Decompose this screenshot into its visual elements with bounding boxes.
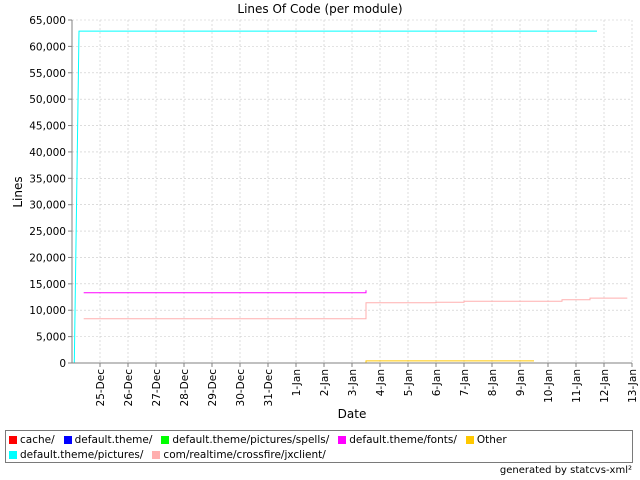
x-tick-label: 7-Jan: [459, 369, 471, 396]
x-tick-label: 13-Jan: [627, 369, 639, 403]
x-tick-label: 12-Jan: [599, 369, 611, 403]
axes: 0 5,000 10,000 15,000 20,000 25,000 30,000 35,0…: [29, 15, 639, 406]
chart-title: Lines Of Code (per module): [237, 2, 402, 16]
series-line: [73, 30, 597, 364]
x-tick-label: 8-Jan: [487, 369, 499, 396]
legend-item: Other: [465, 433, 507, 448]
y-tick-label: 45,000: [29, 121, 66, 133]
y-tick-label: 60,000: [29, 41, 66, 53]
y-tick-label: 65,000: [29, 15, 66, 27]
x-axis-label: Date: [338, 407, 367, 421]
chart: Lines Of Code (per module) 0 5,000 10,000 1…: [11, 2, 639, 421]
legend-item: default.theme/fonts/: [338, 433, 457, 448]
x-tick-label: 31-Dec: [263, 369, 275, 407]
y-tick-label: 10,000: [29, 305, 66, 317]
y-tick-label: 20,000: [29, 252, 66, 264]
legend-label: Other: [476, 434, 507, 446]
x-tick-label: 10-Jan: [543, 369, 555, 403]
y-tick-label: 50,000: [29, 94, 66, 106]
y-axis-label: Lines: [11, 176, 25, 207]
x-tick-label: 5-Jan: [403, 369, 415, 396]
x-tick-label: 6-Jan: [431, 369, 443, 396]
x-tick-label: 25-Dec: [95, 369, 107, 407]
legend-swatch: [152, 450, 161, 459]
x-tick-label: 11-Jan: [571, 369, 583, 403]
y-tick-label: 0: [59, 358, 66, 370]
plot-area: [72, 20, 632, 363]
y-tick-label: 40,000: [29, 147, 66, 159]
x-tick-label: 2-Jan: [319, 369, 331, 396]
series-line: [83, 290, 367, 294]
x-tick-label: 4-Jan: [375, 369, 387, 396]
legend-item: default.theme/pictures/: [9, 448, 143, 463]
x-tick-label: 3-Jan: [347, 369, 359, 396]
x-tick-label: 1-Jan: [291, 369, 303, 396]
y-tick-label: 25,000: [29, 226, 66, 238]
series-line: [83, 297, 628, 320]
legend-item: cache/: [9, 433, 55, 448]
y-tick-label: 35,000: [29, 173, 66, 185]
legend-label: default.theme/pictures/spells/: [172, 434, 330, 446]
legend-swatch: [161, 435, 170, 444]
y-tick-label: 5,000: [36, 332, 66, 344]
legend-item: com/realtime/crossfire/jxclient/: [152, 448, 326, 463]
legend: cache/default.theme/default.theme/pictur…: [5, 430, 633, 463]
legend-swatch: [465, 435, 474, 444]
legend-label: default.theme/fonts/: [349, 434, 457, 446]
y-tick-label: 55,000: [29, 68, 66, 80]
x-tick-label: 27-Dec: [151, 369, 163, 407]
grid: [72, 19, 633, 363]
x-tick-label: 30-Dec: [235, 369, 247, 407]
legend-swatch: [63, 435, 72, 444]
x-tick-label: 9-Jan: [515, 369, 527, 396]
legend-swatch: [9, 435, 17, 444]
legend-swatch: [9, 450, 17, 459]
legend-label: default.theme/pictures/: [20, 449, 144, 461]
x-tick-label: 28-Dec: [179, 369, 191, 407]
x-tick-label: 26-Dec: [123, 369, 135, 407]
generated-by-footer: generated by statcvs-xml²: [499, 465, 632, 476]
y-tick-label: 30,000: [29, 200, 66, 212]
legend-swatch: [338, 435, 347, 444]
legend-label: default.theme/: [74, 434, 153, 446]
legend-label: cache/: [20, 434, 55, 446]
legend-item: default.theme/pictures/spells/: [161, 433, 329, 448]
chart-svg: Lines Of Code (per module) 0 5,000 10,000 1…: [11, 2, 639, 421]
legend-item: default.theme/: [63, 433, 153, 448]
legend-label: com/realtime/crossfire/jxclient/: [163, 449, 326, 461]
x-tick-label: 29-Dec: [207, 369, 219, 407]
y-tick-label: 15,000: [29, 279, 66, 291]
